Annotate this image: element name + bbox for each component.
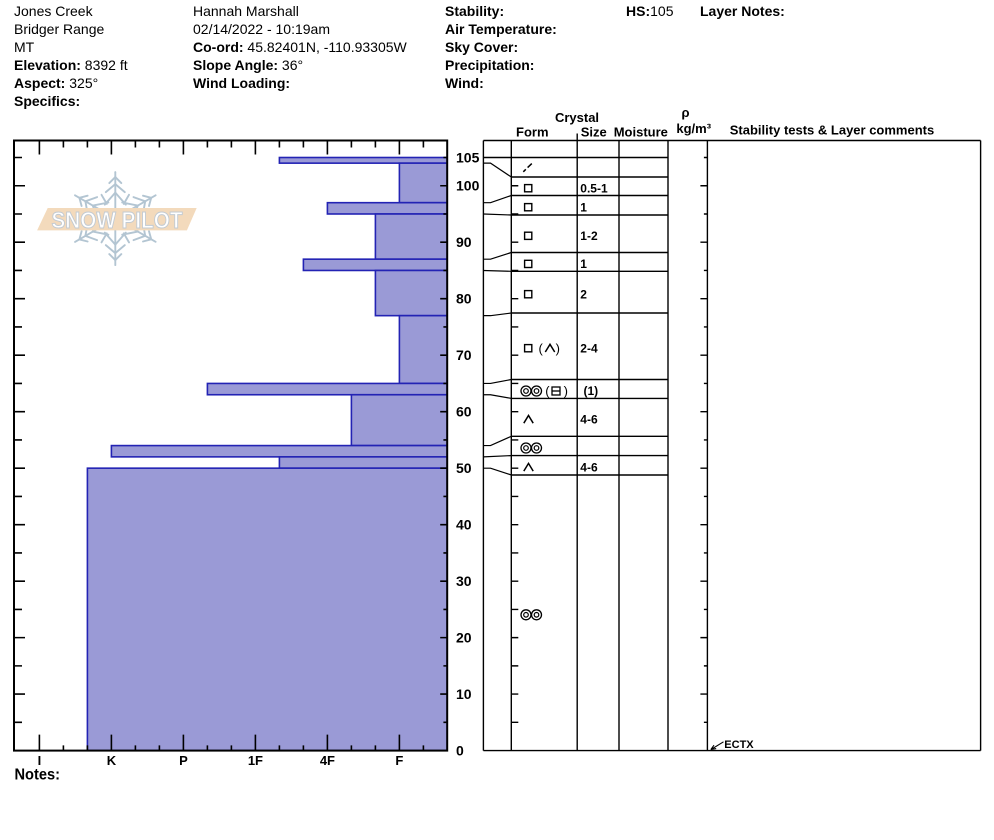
svg-text:20: 20 (456, 630, 472, 646)
svg-text:ρ: ρ (681, 105, 689, 120)
svg-text:50: 50 (456, 460, 472, 476)
svg-text:Slope Angle: 36°: Slope Angle: 36° (193, 57, 303, 73)
svg-text:100: 100 (456, 178, 480, 194)
svg-text:2: 2 (580, 287, 587, 301)
svg-text:4-6: 4-6 (580, 413, 598, 427)
svg-text:4-6: 4-6 (580, 460, 598, 474)
svg-text:02/14/2022 - 10:19am: 02/14/2022 - 10:19am (193, 21, 330, 37)
svg-text:Wind:: Wind: (445, 75, 484, 91)
svg-text:0.5-1: 0.5-1 (580, 181, 608, 195)
svg-text:Jones Creek: Jones Creek (14, 3, 94, 19)
svg-text:Co-ord: 45.82401N, -110.93305W: Co-ord: 45.82401N, -110.93305W (193, 39, 408, 55)
svg-text:SNOW PILOT: SNOW PILOT (52, 207, 184, 233)
svg-text:F: F (395, 753, 403, 768)
svg-text:Size: Size (581, 125, 607, 140)
svg-text:4F: 4F (320, 753, 335, 768)
svg-text:1: 1 (580, 257, 587, 271)
svg-text:MT: MT (14, 39, 35, 55)
svg-text:30: 30 (456, 573, 472, 589)
svg-text:90: 90 (456, 234, 472, 250)
svg-text:Elevation: 8392 ft: Elevation: 8392 ft (14, 57, 128, 73)
svg-text:ECTX: ECTX (724, 739, 754, 751)
svg-text:Crystal: Crystal (555, 110, 599, 125)
svg-text:Layer Notes:: Layer Notes: (700, 3, 785, 19)
svg-text:10: 10 (456, 686, 472, 702)
svg-text:Stability:: Stability: (445, 3, 504, 19)
svg-text:Stability tests & Layer commen: Stability tests & Layer comments (730, 123, 934, 138)
svg-text:I: I (38, 753, 42, 768)
svg-text:P: P (179, 753, 188, 768)
svg-text:Form: Form (516, 125, 549, 140)
svg-text:Bridger Range: Bridger Range (14, 21, 104, 37)
svg-text:): ) (564, 384, 568, 399)
svg-text:K: K (107, 753, 117, 768)
svg-text:80: 80 (456, 291, 472, 307)
svg-text:Specifics:: Specifics: (14, 93, 80, 109)
svg-text:): ) (556, 341, 560, 356)
svg-text:Notes:: Notes: (15, 767, 61, 784)
svg-text:70: 70 (456, 347, 472, 363)
svg-text:1: 1 (580, 200, 587, 214)
svg-text:Air Temperature:: Air Temperature: (445, 21, 557, 37)
svg-text:2-4: 2-4 (580, 341, 598, 355)
svg-text:Sky Cover:: Sky Cover: (445, 39, 518, 55)
svg-text:105: 105 (456, 150, 480, 166)
svg-text:Hannah Marshall: Hannah Marshall (193, 3, 299, 19)
svg-text:40: 40 (456, 517, 472, 533)
svg-text:0: 0 (456, 743, 464, 759)
svg-text:1-2: 1-2 (580, 229, 598, 243)
svg-text:Aspect: 325°: Aspect: 325° (14, 75, 98, 91)
svg-text:(1): (1) (584, 384, 599, 398)
svg-text:(: ( (539, 341, 544, 356)
svg-text:60: 60 (456, 404, 472, 420)
svg-text:Precipitation:: Precipitation: (445, 57, 534, 73)
svg-text:kg/m³: kg/m³ (676, 121, 711, 136)
svg-text:Moisture: Moisture (614, 125, 668, 140)
svg-text:(: ( (545, 384, 550, 399)
svg-text:1F: 1F (248, 753, 263, 768)
svg-text:Wind Loading:: Wind Loading: (193, 75, 290, 91)
svg-text:HS:105: HS:105 (626, 3, 674, 19)
